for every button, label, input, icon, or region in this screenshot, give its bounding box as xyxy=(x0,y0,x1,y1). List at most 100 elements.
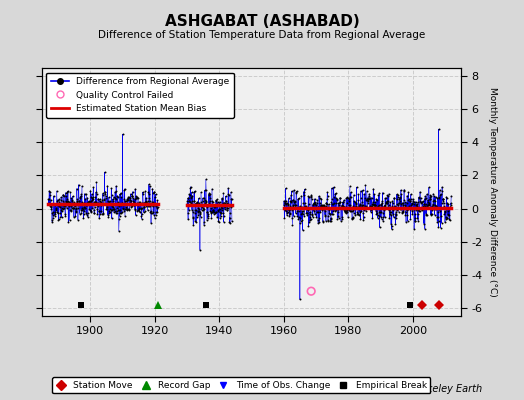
Point xyxy=(194,205,202,212)
Point xyxy=(322,203,330,210)
Point xyxy=(436,224,445,231)
Point xyxy=(406,198,414,204)
Point xyxy=(188,189,196,196)
Point xyxy=(216,213,225,219)
Point xyxy=(282,198,290,204)
Point xyxy=(413,199,422,205)
Point xyxy=(285,206,293,213)
Point xyxy=(348,215,356,221)
Point xyxy=(296,220,304,226)
Point xyxy=(373,210,381,217)
Point xyxy=(319,202,328,209)
Point xyxy=(49,208,58,215)
Point xyxy=(376,214,385,220)
Point xyxy=(51,208,59,215)
Point xyxy=(358,198,366,205)
Point xyxy=(280,198,288,204)
Point xyxy=(73,201,82,207)
Point xyxy=(51,200,60,207)
Point xyxy=(320,205,328,211)
Point xyxy=(46,192,54,198)
Point xyxy=(129,195,137,201)
Point xyxy=(392,196,401,202)
Point xyxy=(343,209,351,215)
Point xyxy=(358,202,367,208)
Point xyxy=(304,193,312,199)
Point xyxy=(211,202,219,209)
Point xyxy=(212,203,221,209)
Point xyxy=(210,210,218,217)
Point xyxy=(366,203,374,210)
Point xyxy=(359,214,368,220)
Point xyxy=(89,199,97,205)
Point xyxy=(61,211,69,217)
Point xyxy=(354,196,363,203)
Point xyxy=(189,209,198,216)
Point xyxy=(143,200,151,206)
Point xyxy=(83,210,92,216)
Point xyxy=(110,209,118,215)
Point xyxy=(348,215,357,222)
Point xyxy=(313,205,321,211)
Point xyxy=(418,205,427,212)
Point xyxy=(348,216,356,222)
Point xyxy=(138,205,146,212)
Point xyxy=(327,216,335,222)
Point xyxy=(53,196,62,203)
Point xyxy=(113,192,122,199)
Point xyxy=(406,198,414,204)
Point xyxy=(118,206,127,212)
Point xyxy=(328,211,336,217)
Point xyxy=(95,208,104,215)
Point xyxy=(444,208,452,214)
Point xyxy=(296,296,304,303)
Point xyxy=(447,202,455,208)
Point xyxy=(357,188,365,194)
Point xyxy=(124,197,133,204)
Point xyxy=(292,188,301,194)
Point xyxy=(380,203,388,210)
Point xyxy=(323,196,331,202)
Point xyxy=(102,195,111,202)
Point xyxy=(433,218,441,225)
Point xyxy=(336,198,345,205)
Point xyxy=(186,185,194,191)
Point xyxy=(91,194,100,200)
Point xyxy=(350,192,358,198)
Point xyxy=(374,192,383,198)
Point xyxy=(56,204,64,210)
Point xyxy=(342,208,350,214)
Point xyxy=(318,202,326,209)
Point xyxy=(395,200,403,207)
Point xyxy=(426,193,434,200)
Point xyxy=(418,199,427,205)
Point xyxy=(346,183,354,190)
Point xyxy=(323,189,332,195)
Point xyxy=(137,213,146,219)
Point xyxy=(439,196,447,202)
Point xyxy=(72,206,80,212)
Point xyxy=(116,191,124,197)
Point xyxy=(353,210,362,217)
Point xyxy=(427,212,435,218)
Point xyxy=(403,218,412,224)
Point xyxy=(352,200,360,206)
Point xyxy=(116,207,125,213)
Point xyxy=(355,202,364,209)
Point xyxy=(150,215,159,222)
Point xyxy=(195,209,204,216)
Point xyxy=(203,217,211,223)
Point xyxy=(405,196,413,202)
Point xyxy=(371,202,379,208)
Point xyxy=(128,192,137,199)
Point xyxy=(331,206,340,212)
Point xyxy=(188,198,196,204)
Point xyxy=(199,198,207,204)
Point xyxy=(206,191,214,198)
Point xyxy=(332,200,341,206)
Point xyxy=(345,194,354,200)
Point xyxy=(106,206,114,213)
Point xyxy=(385,201,394,208)
Point xyxy=(384,204,392,210)
Point xyxy=(209,206,217,213)
